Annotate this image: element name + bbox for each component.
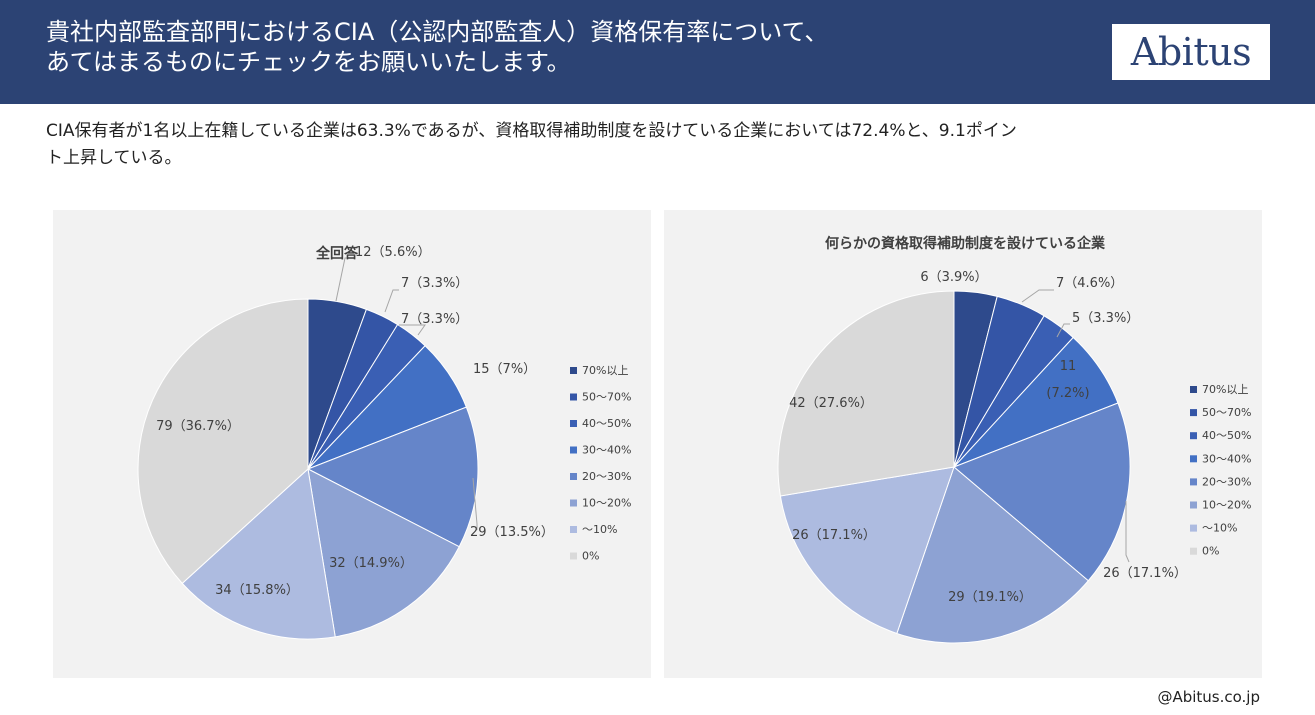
legend-swatch-2: [570, 393, 577, 401]
data-label-5: 29（13.5%）: [470, 525, 554, 540]
data-label-7: 34（15.8%）: [215, 583, 299, 598]
legend-swatch-1: [570, 367, 577, 374]
pie-chart-all: 12（5.6%） 7（3.3%） 7（3.3%） 15（7%） 29（13.5%） 32（…: [137, 245, 631, 640]
legend-item-8: 0%: [1202, 545, 1219, 558]
legend-swatch-4: [1190, 455, 1197, 463]
legend-item-7: ～10%: [582, 523, 617, 536]
pie-slice-6: [307, 468, 460, 638]
legend-item-4: 30～40%: [582, 444, 631, 457]
summary-line2: ト上昇している。: [46, 148, 182, 168]
pie-slice-5: [306, 406, 479, 548]
data-label-4: 11: [1060, 359, 1077, 374]
logo-text: Abitus: [1130, 30, 1252, 74]
data-label-2: 7（3.3%）: [401, 276, 468, 291]
chart-title: 何らかの資格取得補助制度を設けている企業: [825, 235, 1106, 252]
pie-slice-8: [137, 298, 309, 585]
leader-line-2: [384, 289, 399, 313]
legend-swatch-8: [570, 552, 577, 560]
legend-item-6: 10～20%: [582, 497, 631, 510]
legend-item-5: 20～30%: [582, 470, 631, 483]
leader-line-5: [472, 477, 478, 530]
legend-swatch-2: [1190, 409, 1197, 417]
legend-item-1: 70%以上: [1202, 383, 1248, 396]
legend-item-7: ～10%: [1202, 522, 1237, 535]
legend-item-4: 30～40%: [1202, 452, 1251, 465]
legend-swatch-7: [1190, 524, 1197, 532]
page-title: 貴社内部監査部門におけるCIA（公認内部監査人）資格保有率について、 あてはまる…: [46, 17, 1046, 77]
legend-item-3: 40～50%: [1202, 429, 1251, 442]
summary-text: CIA保有者が1名以上在籍している企業は63.3%であるが、資格取得補助制度を設…: [46, 118, 1276, 172]
legend-item-3: 40～50%: [582, 417, 631, 430]
legend-swatch-4: [570, 446, 577, 454]
pie-slice-8: [777, 290, 955, 497]
legend-swatch-3: [1190, 432, 1197, 440]
legend-swatch-8: [1190, 547, 1197, 555]
data-label-2: 7（4.6%）: [1056, 276, 1123, 291]
leader-line-5: [1125, 501, 1130, 563]
legend-swatch-5: [1190, 478, 1197, 486]
data-label-3: 7（3.3%）: [401, 312, 468, 327]
page-title-line1: 貴社内部監査部門におけるCIA（公認内部監査人）資格保有率について、: [46, 18, 829, 46]
pie-chart-subsidy: 6（3.9%） 7（4.6%） 5（3.3%） 11 (7.2%) 26（17.1%） 29…: [777, 235, 1251, 644]
pie-slice-7: [779, 466, 955, 635]
data-label-7: 26（17.1%）: [792, 528, 876, 543]
legend-swatch-7: [570, 526, 577, 533]
header-banner: 貴社内部監査部門におけるCIA（公認内部監査人）資格保有率について、 あてはまる…: [0, 0, 1315, 104]
leader-line-1: [335, 257, 353, 302]
chart-panel-all: 12（5.6%） 7（3.3%） 7（3.3%） 15（7%） 29（13.5%） 32（…: [53, 210, 651, 678]
data-label-1: 6（3.9%）: [920, 270, 987, 285]
pie-slice-5: [953, 402, 1131, 582]
data-label-1: 12（5.6%）: [355, 245, 431, 260]
data-label-3: 5（3.3%）: [1072, 311, 1139, 326]
abitus-logo: Abitus: [1112, 24, 1270, 80]
legend-item-5: 20～30%: [1202, 475, 1251, 488]
data-label-4-pct: (7.2%): [1046, 386, 1089, 401]
data-label-6: 29（19.1%）: [948, 590, 1032, 605]
leader-line-2: [1021, 289, 1054, 303]
legend-item-2: 50～70%: [582, 391, 631, 404]
legend-swatch-6: [1190, 501, 1197, 509]
chart-panel-subsidy: 6（3.9%） 7（4.6%） 5（3.3%） 11 (7.2%) 26（17.1%） 29…: [664, 210, 1262, 678]
legend-swatch-3: [570, 420, 577, 427]
chart-title: 全回答: [315, 245, 359, 262]
pie-slice-6: [896, 466, 1090, 644]
leader-line-3: [399, 324, 426, 336]
legend-item-8: 0%: [582, 550, 599, 563]
data-label-6: 32（14.9%）: [329, 556, 413, 571]
leader-line-3: [1056, 323, 1070, 338]
legend-item-2: 50～70%: [1202, 406, 1251, 419]
legend-swatch-6: [570, 499, 577, 507]
legend-swatch-5: [570, 473, 577, 480]
data-label-8: 42（27.6%）: [789, 396, 873, 411]
legend-swatch-1: [1190, 386, 1197, 393]
page-title-line2: あてはまるものにチェックをお願いいたします。: [46, 48, 571, 76]
data-label-4: 15（7%）: [473, 362, 536, 377]
summary-line1: CIA保有者が1名以上在籍している企業は63.3%であるが、資格取得補助制度を設…: [46, 121, 1017, 141]
legend-item-1: 70%以上: [582, 364, 628, 377]
data-label-8: 79（36.7%）: [156, 419, 240, 434]
legend-item-6: 10～20%: [1202, 499, 1251, 512]
pie-slice-7: [181, 468, 336, 640]
footer-credit: @Abitus.co.jp: [1157, 688, 1260, 706]
data-label-5: 26（17.1%）: [1103, 566, 1187, 581]
